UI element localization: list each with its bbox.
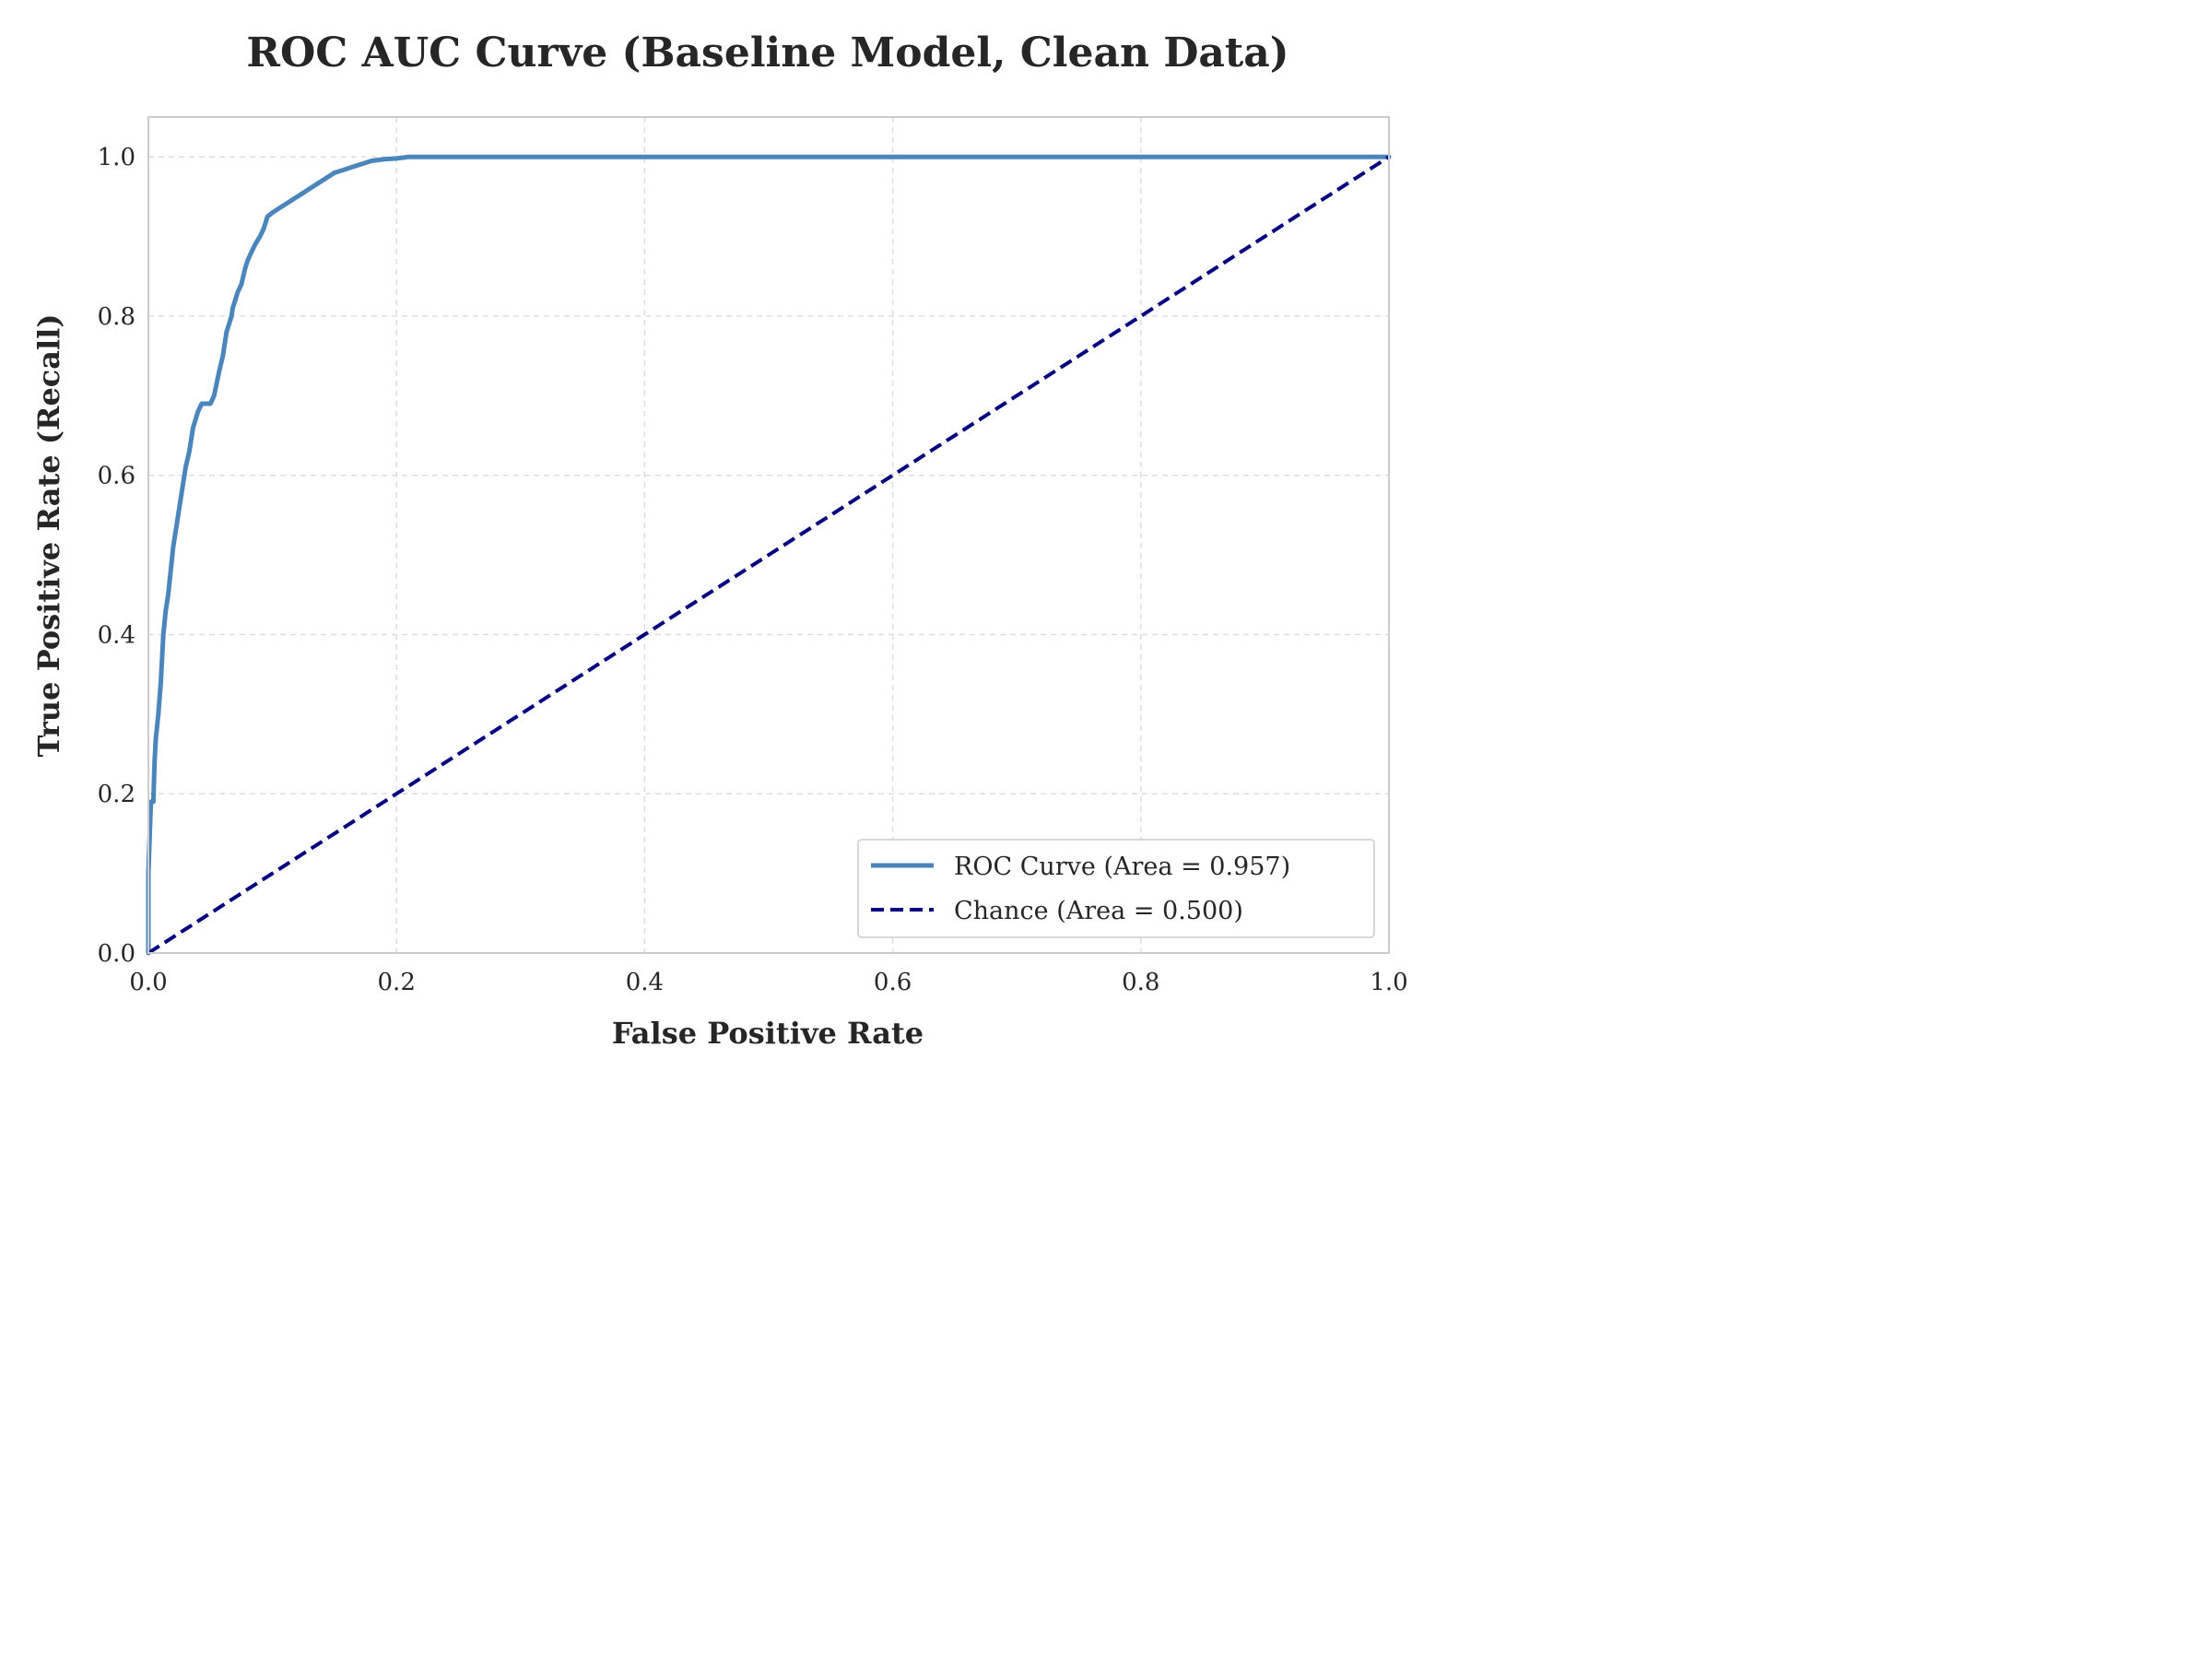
y-axis-label: True Positive Rate (Recall) <box>31 314 66 758</box>
x-tick-label: 0.6 <box>874 969 912 996</box>
chart-title: ROC AUC Curve (Baseline Model, Clean Dat… <box>246 29 1288 76</box>
x-tick-label: 0.0 <box>129 969 167 996</box>
legend-box <box>857 839 1375 938</box>
x-tick-label: 1.0 <box>1370 969 1407 996</box>
x-tick-label: 0.4 <box>626 969 664 996</box>
roc-chart: 0.0 0.2 0.4 0.6 0.8 1.0 0.0 0.2 0.4 0.6 0.8 1.0 ROC… <box>0 0 1426 1069</box>
plot-frame <box>147 116 1390 954</box>
grid-lines <box>147 117 1390 954</box>
chance-line <box>147 155 1391 955</box>
series-layer <box>146 154 1392 956</box>
y-tick-label: 0.8 <box>98 303 135 331</box>
chart-canvas: 0.0 0.2 0.4 0.6 0.8 1.0 0.0 0.2 0.4 0.6 0.8 1.0 ROC… <box>31 29 1408 1051</box>
roc-curve-line <box>146 154 1392 956</box>
y-tick-label: 1.0 <box>98 144 135 171</box>
x-axis-label: False Positive Rate <box>612 1016 924 1051</box>
tick-labels: 0.0 0.2 0.4 0.6 0.8 1.0 0.0 0.2 0.4 0.6 0.8 1.0 <box>98 144 1408 996</box>
y-tick-label: 0.6 <box>98 463 135 490</box>
legend: ROC Curve (Area = 0.957) Chance (Area = … <box>857 839 1375 938</box>
y-tick-label: 0.4 <box>98 621 135 649</box>
legend-label-roc: ROC Curve (Area = 0.957) <box>954 853 1290 881</box>
legend-label-chance: Chance (Area = 0.500) <box>954 897 1243 925</box>
x-tick-label: 0.2 <box>378 969 416 996</box>
y-tick-label: 0.0 <box>98 940 135 968</box>
x-tick-label: 0.8 <box>1122 969 1159 996</box>
y-tick-label: 0.2 <box>98 781 135 808</box>
